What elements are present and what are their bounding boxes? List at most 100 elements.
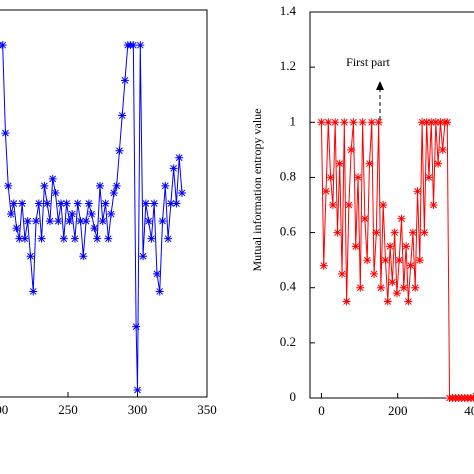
marker bbox=[118, 111, 127, 120]
marker bbox=[90, 224, 99, 233]
marker bbox=[331, 118, 340, 127]
marker bbox=[422, 118, 431, 127]
marker bbox=[76, 217, 85, 226]
marker bbox=[155, 287, 164, 296]
marker bbox=[328, 201, 337, 209]
marker bbox=[132, 322, 141, 331]
marker bbox=[386, 242, 395, 251]
marker bbox=[344, 201, 353, 209]
marker bbox=[4, 181, 13, 190]
marker bbox=[374, 118, 383, 127]
marker bbox=[136, 41, 145, 50]
marker bbox=[87, 210, 96, 219]
plot-frame bbox=[309, 11, 474, 399]
marker bbox=[383, 297, 392, 306]
marker bbox=[18, 199, 27, 208]
marker bbox=[68, 210, 77, 219]
marker bbox=[166, 199, 175, 208]
marker bbox=[164, 234, 173, 243]
marker bbox=[79, 252, 88, 261]
x-tick-label: 350 bbox=[197, 402, 217, 417]
marker bbox=[358, 118, 367, 127]
x-tick-label: 200 bbox=[388, 403, 408, 418]
marker bbox=[150, 199, 159, 208]
y-tick-label: 0 bbox=[290, 389, 297, 404]
marker bbox=[48, 174, 57, 183]
marker bbox=[54, 217, 63, 226]
x-tick-label: 250 bbox=[58, 402, 78, 417]
marker bbox=[152, 269, 161, 278]
marker bbox=[144, 217, 153, 226]
marker bbox=[349, 118, 358, 127]
marker bbox=[363, 256, 372, 265]
marker bbox=[319, 261, 328, 270]
marker bbox=[372, 228, 381, 237]
marker bbox=[402, 242, 411, 251]
marker bbox=[406, 261, 415, 270]
marker bbox=[40, 181, 49, 190]
marker bbox=[45, 217, 54, 226]
marker bbox=[326, 173, 335, 182]
marker bbox=[335, 159, 344, 168]
y-tick-label: 1 bbox=[290, 113, 297, 128]
marker bbox=[408, 228, 417, 237]
marker bbox=[177, 188, 186, 197]
marker bbox=[342, 297, 351, 306]
marker bbox=[322, 187, 331, 196]
marker bbox=[115, 146, 124, 155]
marker bbox=[415, 256, 424, 265]
marker bbox=[324, 118, 333, 127]
marker bbox=[109, 188, 118, 197]
marker bbox=[32, 217, 41, 226]
marker bbox=[23, 217, 32, 226]
marker bbox=[93, 234, 102, 243]
marker bbox=[411, 283, 420, 292]
y-tick-label: 0.4 bbox=[280, 279, 297, 294]
marker bbox=[365, 159, 374, 168]
x-tick-label: 300 bbox=[128, 402, 148, 417]
marker bbox=[139, 252, 148, 261]
marker bbox=[161, 181, 170, 190]
marker bbox=[95, 181, 104, 190]
marker bbox=[147, 234, 156, 243]
marker bbox=[427, 118, 436, 127]
marker bbox=[7, 210, 16, 219]
marker bbox=[347, 145, 356, 154]
y-axis-label: Mutual information entropy value bbox=[250, 109, 264, 272]
marker bbox=[34, 199, 43, 208]
marker bbox=[424, 173, 433, 182]
marker bbox=[431, 118, 440, 127]
marker bbox=[59, 234, 68, 243]
marker bbox=[15, 234, 24, 243]
marker bbox=[172, 199, 181, 208]
marker bbox=[20, 234, 29, 243]
marker bbox=[175, 153, 184, 162]
y-tick-label: 0.6 bbox=[280, 224, 297, 239]
marker bbox=[84, 199, 93, 208]
annotation: First part bbox=[346, 55, 390, 69]
y-tick-label: 1.2 bbox=[280, 58, 296, 73]
marker bbox=[420, 228, 429, 237]
marker bbox=[379, 201, 388, 209]
marker bbox=[141, 199, 150, 208]
marker bbox=[101, 199, 110, 208]
marker bbox=[356, 283, 365, 292]
marker bbox=[370, 269, 379, 278]
marker bbox=[158, 217, 167, 226]
marker bbox=[360, 214, 369, 223]
marker bbox=[62, 199, 71, 208]
marker bbox=[0, 41, 7, 50]
marker bbox=[57, 199, 66, 208]
marker bbox=[65, 217, 74, 226]
marker bbox=[367, 118, 376, 127]
marker bbox=[120, 76, 129, 85]
marker bbox=[169, 164, 178, 173]
marker bbox=[381, 256, 390, 265]
marker bbox=[107, 210, 116, 219]
marker bbox=[133, 385, 142, 394]
marker bbox=[43, 199, 52, 208]
arrow-head bbox=[376, 81, 384, 90]
marker bbox=[404, 297, 413, 306]
marker bbox=[317, 118, 326, 127]
